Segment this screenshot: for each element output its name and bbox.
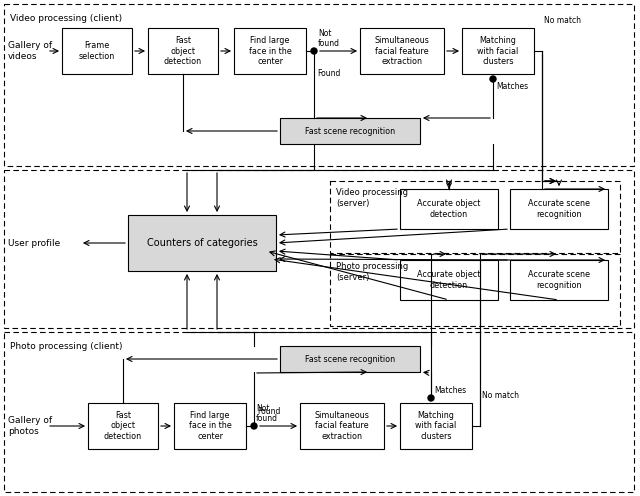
Bar [280,346,420,372]
Text: Find large
face in the
center: Find large face in the center [189,411,232,441]
Text: Found: Found [317,69,340,78]
Text: Accurate object
detection: Accurate object detection [417,199,481,219]
Text: Found: Found [257,407,280,416]
Bar [510,189,608,229]
Bar [234,28,306,74]
Text: Fast
object
detection: Fast object detection [104,411,142,441]
Text: No match: No match [482,391,519,400]
Text: Matches: Matches [434,386,466,395]
Text: Simultaneous
facial feature
extraction: Simultaneous facial feature extraction [315,411,369,441]
Text: Photo processing (client): Photo processing (client) [10,342,122,351]
Bar [174,403,246,449]
Bar [510,260,608,300]
Text: Not
found: Not found [318,29,340,48]
Circle shape [490,76,496,82]
Bar [128,215,276,271]
Text: Matching
with facial
clusters: Matching with facial clusters [477,36,518,66]
Bar [62,28,132,74]
Text: Accurate scene
recognition: Accurate scene recognition [528,270,590,290]
Text: No match: No match [544,16,581,25]
Bar [88,403,158,449]
Text: Accurate scene
recognition: Accurate scene recognition [528,199,590,219]
Text: Matches: Matches [496,82,528,91]
Circle shape [251,423,257,429]
Bar [400,260,498,300]
Text: User profile: User profile [8,239,60,248]
Text: Fast
object
detection: Fast object detection [164,36,202,66]
Bar [280,118,420,144]
Text: Frame
selection: Frame selection [79,41,115,61]
Text: Counters of categories: Counters of categories [147,238,257,248]
Text: Gallery of
videos: Gallery of videos [8,41,52,61]
Text: Fast scene recognition: Fast scene recognition [305,126,395,135]
Text: Simultaneous
facial feature
extraction: Simultaneous facial feature extraction [374,36,429,66]
Bar [300,403,384,449]
Bar [462,28,534,74]
Text: Accurate object
detection: Accurate object detection [417,270,481,290]
Bar [4,4,634,166]
Circle shape [311,48,317,54]
Text: Matching
with facial
clusters: Matching with facial clusters [415,411,456,441]
Bar [400,403,472,449]
Bar [148,28,218,74]
Bar [360,28,444,74]
Text: Fast scene recognition: Fast scene recognition [305,355,395,364]
Bar [4,170,634,328]
Bar [330,181,620,253]
Text: Video processing
(server): Video processing (server) [336,188,408,208]
Circle shape [428,395,434,401]
Text: Video processing (client): Video processing (client) [10,14,122,23]
Text: Gallery of
photos: Gallery of photos [8,416,52,435]
Bar [330,254,620,326]
Text: Photo processing
(server): Photo processing (server) [336,262,408,282]
Text: Not
found: Not found [256,404,278,423]
Bar [4,332,634,492]
Text: Find large
face in the
center: Find large face in the center [248,36,291,66]
Bar [400,189,498,229]
